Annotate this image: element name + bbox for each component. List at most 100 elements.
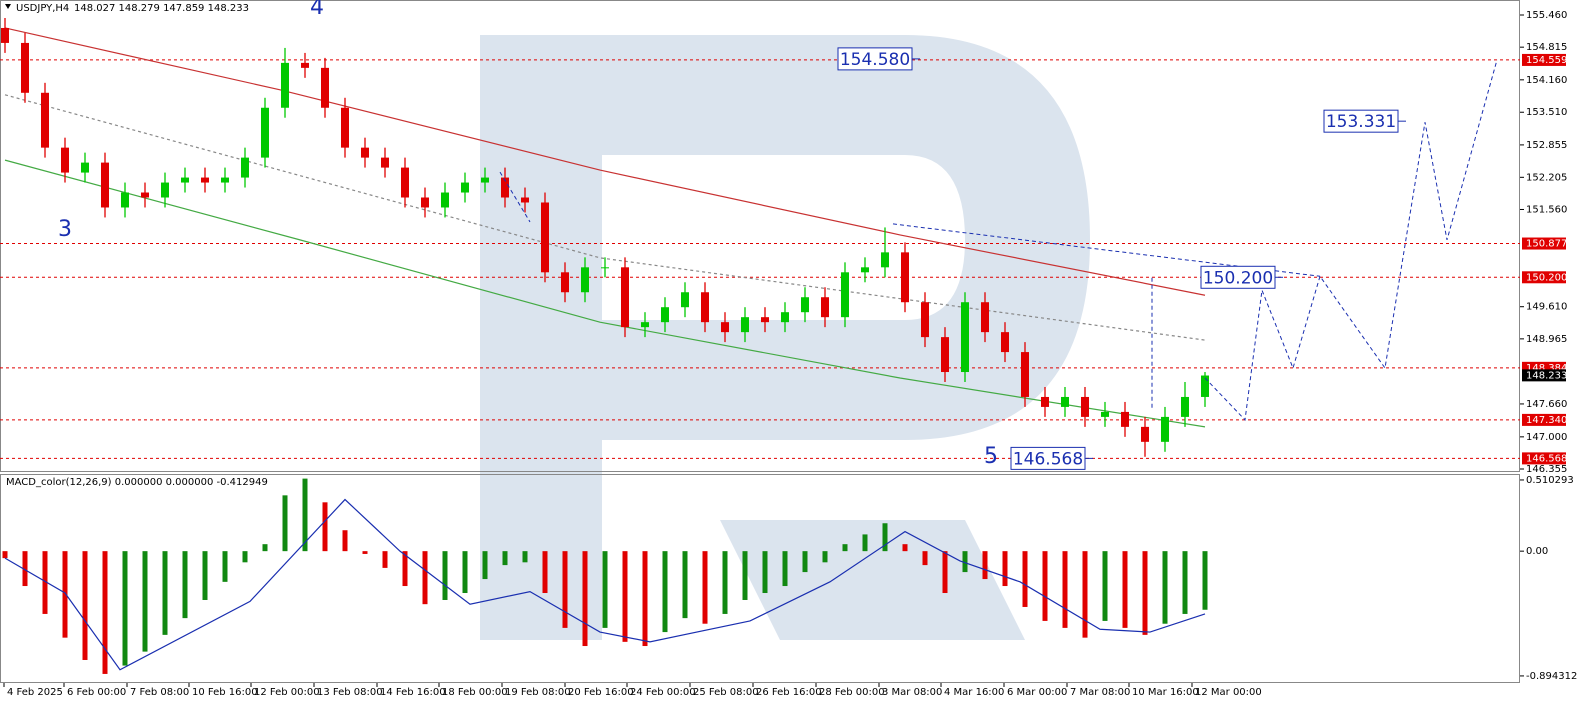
macd-bar [642,551,648,647]
x-tick-label: 19 Feb 08:00 [505,687,571,698]
macd-bar [1082,551,1088,638]
y-tick-label: 153.510 [1526,107,1567,118]
macd-bar [282,495,288,552]
x-tick-label: 6 Feb 00:00 [67,687,126,698]
candle-body [41,92,49,148]
macd-frame [0,474,1520,683]
macd-bar [842,544,848,552]
macd-bar [462,551,468,594]
macd-bar [722,551,728,614]
candle-body [1001,332,1009,353]
macd-bar [962,551,968,573]
y-tick-label: 154.815 [1526,42,1567,53]
macd-bar [302,478,308,552]
candle-body [641,322,649,328]
x-tick-label: 12 Mar 00:00 [1195,687,1262,698]
candle-body [1081,396,1089,417]
forecast-line [1204,59,1498,421]
x-tick-label: 18 Feb 00:00 [442,687,508,698]
macd-bar [682,551,688,619]
watermark [480,35,1090,640]
macd-bar [322,502,328,552]
candle-body [441,192,449,208]
level-tag [1522,413,1566,426]
level-label: 147.340 [1526,415,1567,426]
y-tick-label: 0.510293 [1526,475,1574,486]
main-frame [0,0,1520,472]
candle-body [841,272,849,318]
price-box-label: 150.200 [1203,268,1273,288]
x-tick-label: 4 Mar 16:00 [944,687,1004,698]
macd-bar [22,551,28,587]
price-box-label: 146.568 [1013,449,1083,469]
candle-body [741,317,749,333]
macd-bar [522,551,528,563]
macd-bar [482,551,488,580]
candle-body [101,162,109,208]
price-box [837,47,913,71]
candle-body [961,302,969,373]
macd-bar [542,551,548,594]
candle-body [1101,411,1109,417]
macd-bar [922,551,928,566]
price-box [1200,265,1276,289]
macd-bar [422,551,428,605]
macd-bar [342,530,348,552]
candle-body [341,107,349,148]
level-tag [1522,271,1566,284]
price-box-label: 153.331 [1326,112,1396,132]
x-tick-label: 12 Feb 00:00 [254,687,320,698]
y-tick-label: 154.160 [1526,75,1567,86]
level-label: 146.568 [1526,453,1567,464]
candle-body [1061,396,1069,407]
y-tick-label: 151.560 [1526,204,1567,215]
y-tick-label: 148.965 [1526,334,1567,345]
wave-label: 3 [58,217,72,242]
macd-bar [1202,551,1208,610]
macd-bar [382,551,388,568]
axes: 155.460 154.815 154.160 153.510 152.855 152.2… [3,10,1577,698]
candle-body [861,267,869,273]
candle-body [981,302,989,333]
level-label: 150.200 [1526,272,1567,283]
macd-bar [562,551,568,628]
candle-body [561,272,569,293]
macd-bar [1062,551,1068,628]
macd-bar [82,551,88,660]
candle-body [521,197,529,203]
level-tag [1522,452,1566,465]
candle-body [141,192,149,198]
candle-body [261,107,269,158]
x-tick-label: 28 Feb 00:00 [819,687,885,698]
price-box-label: 154.580 [840,50,910,70]
candle-body [1201,375,1209,397]
candle-body [801,297,809,313]
x-tick-label: 25 Feb 08:00 [693,687,759,698]
x-tick-label: 6 Mar 00:00 [1007,687,1067,698]
macd-panel [2,478,1208,674]
main-panel: 154.580 153.331 150.200 146.568 3 4 5 [0,0,1520,470]
candle-body [401,167,409,198]
level-tag [1522,237,1566,250]
macd-bar [942,551,948,594]
macd-bar [822,551,828,563]
x-tick-label: 10 Feb 16:00 [192,687,258,698]
candle-body [721,322,729,333]
candle-body [381,157,389,168]
candle-body [61,147,69,173]
x-tick-label: 14 Feb 16:00 [380,687,446,698]
candle-body [221,177,229,183]
candle-body [1141,426,1149,442]
candle-body [781,312,789,323]
candle-body [1041,396,1049,407]
macd-bar [742,551,748,600]
x-tick-label: 20 Feb 16:00 [568,687,634,698]
watermark-leg [720,520,1025,640]
candle-body [181,177,189,183]
macd-bar [202,551,208,600]
candle-body [1,27,9,43]
candle-body [481,177,489,183]
watermark-stem [480,35,602,640]
level-label: 150.877 [1526,239,1567,250]
